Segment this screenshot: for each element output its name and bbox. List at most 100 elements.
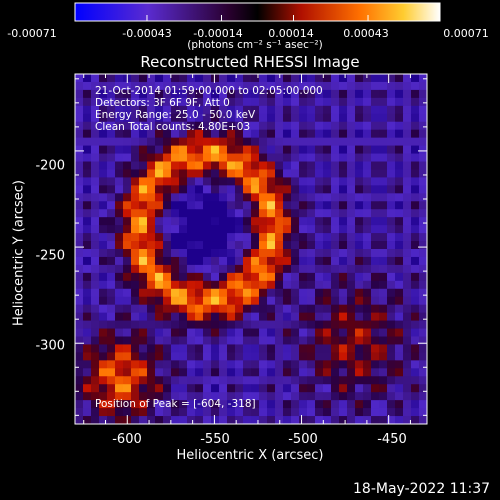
- heatmap-cell: [331, 209, 340, 218]
- heatmap-cell: [139, 328, 148, 337]
- colorbar-tick-label: -0.00071: [7, 27, 57, 40]
- heatmap-cell: [147, 280, 156, 290]
- heatmap-cell: [203, 97, 212, 107]
- x-axis-label: Heliocentric X (arcsec): [176, 448, 324, 463]
- heatmap-cell: [259, 129, 268, 139]
- heatmap-cell: [123, 209, 132, 218]
- heatmap-cell: [403, 256, 412, 266]
- heatmap-cell: [395, 416, 404, 424]
- heatmap-cell: [307, 328, 316, 337]
- heatmap-cell: [227, 256, 236, 266]
- heatmap-cell: [131, 129, 140, 139]
- heatmap-cell: [163, 400, 172, 409]
- heatmap-cell: [299, 193, 308, 202]
- heatmap-cell: [115, 153, 124, 162]
- heatmap-cell: [315, 201, 324, 210]
- heatmap-cell: [347, 137, 356, 146]
- heatmap-cell: [331, 336, 340, 345]
- heatmap-cell: [411, 368, 420, 377]
- heatmap-cell: [131, 336, 140, 345]
- heatmap-cell: [291, 153, 300, 162]
- heatmap-cell: [419, 121, 427, 131]
- heatmap-cell: [83, 217, 92, 226]
- heatmap-cell: [243, 233, 252, 242]
- heatmap-cell: [347, 193, 356, 202]
- heatmap-cell: [155, 264, 164, 274]
- heatmap-cell: [219, 193, 228, 202]
- heatmap-cell: [243, 241, 252, 250]
- heatmap-cell: [155, 376, 164, 385]
- heatmap-cell: [123, 81, 132, 91]
- heatmap-cell: [195, 416, 204, 424]
- heatmap-cell: [99, 352, 108, 361]
- heatmap-cell: [91, 225, 100, 234]
- heatmap-cell: [203, 249, 212, 258]
- heatmap-cell: [403, 145, 412, 154]
- heatmap-cell: [155, 249, 164, 258]
- heatmap-cell: [115, 97, 124, 107]
- heatmap-cell: [315, 360, 324, 369]
- heatmap-cell: [347, 320, 356, 329]
- heatmap-cell: [75, 384, 84, 393]
- heatmap-cell: [139, 249, 148, 258]
- heatmap-cell: [243, 304, 252, 314]
- heatmap-cell: [259, 264, 268, 274]
- heatmap-cell: [363, 328, 372, 337]
- heatmap-cell: [203, 225, 212, 234]
- heatmap-cell: [387, 113, 396, 123]
- heatmap-cell: [299, 416, 308, 424]
- heatmap-cell: [395, 344, 404, 353]
- heatmap-cell: [275, 384, 284, 393]
- heatmap-cell: [147, 145, 156, 154]
- heatmap-cell: [259, 416, 268, 424]
- heatmap-cell: [235, 376, 244, 385]
- heatmap-cell: [251, 296, 260, 306]
- heatmap-cell: [187, 153, 196, 162]
- heatmap-cell: [107, 145, 116, 154]
- heatmap-cell: [195, 97, 204, 107]
- heatmap-cell: [107, 408, 116, 417]
- heatmap-cell: [371, 360, 380, 369]
- plot-frame: [74, 73, 428, 425]
- heatmap-cell: [259, 384, 268, 393]
- heatmap-cell: [187, 416, 196, 424]
- heatmap-cell: [171, 320, 180, 329]
- heatmap-cell: [403, 129, 412, 139]
- heatmap-cell: [219, 328, 228, 337]
- heatmap-cell: [171, 272, 180, 282]
- heatmap-cell: [323, 288, 332, 298]
- heatmap-cell: [235, 185, 244, 194]
- heatmap-cell: [195, 225, 204, 234]
- heatmap-cell: [179, 113, 188, 123]
- heatmap-cell: [139, 225, 148, 234]
- heatmap-cell: [163, 209, 172, 218]
- heatmap-cell: [339, 137, 348, 146]
- heatmap-cell: [155, 280, 164, 290]
- heatmap-cell: [379, 121, 388, 131]
- heatmap-cell: [363, 241, 372, 250]
- heatmap-cell: [203, 217, 212, 226]
- heatmap-cell: [75, 161, 84, 170]
- heatmap-cell: [75, 272, 84, 282]
- heatmap-cell: [187, 392, 196, 401]
- heatmap-cell: [203, 256, 212, 266]
- heatmap-cell: [331, 137, 340, 146]
- heatmap-cell: [115, 225, 124, 234]
- heatmap-cell: [107, 256, 116, 266]
- heatmap-cell: [107, 193, 116, 202]
- heatmap-cell: [195, 256, 204, 266]
- heatmap-cell: [267, 376, 276, 385]
- heatmap-cell: [299, 312, 308, 321]
- heatmap-cell: [171, 177, 180, 186]
- heatmap-cell: [179, 185, 188, 194]
- heatmap-cell: [267, 264, 276, 274]
- heatmap-cell: [131, 169, 140, 178]
- heatmap-cell: [99, 241, 108, 250]
- heatmap-cell: [411, 328, 420, 337]
- heatmap-cell: [227, 320, 236, 329]
- heatmap-cell: [323, 153, 332, 162]
- heatmap-cell: [315, 304, 324, 314]
- heatmap-cell: [259, 304, 268, 314]
- x-tick-label: -600: [112, 432, 142, 447]
- heatmap-cell: [123, 400, 132, 409]
